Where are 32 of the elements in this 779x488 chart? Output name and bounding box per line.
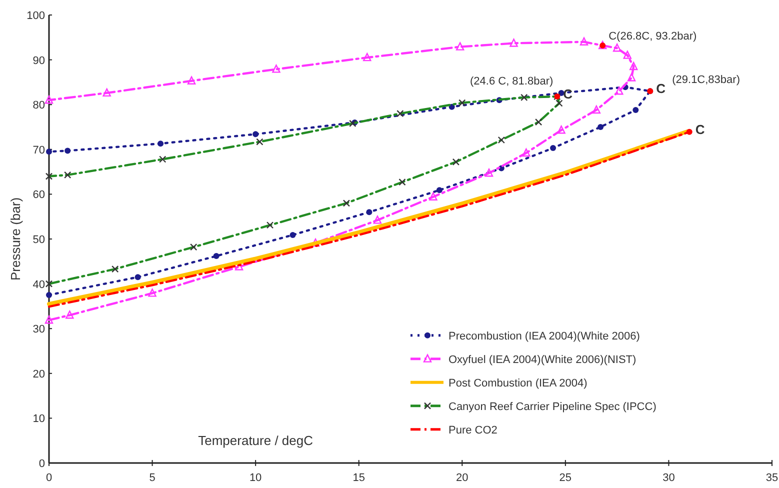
annotation: (29.1C,83bar) bbox=[672, 74, 740, 86]
legend-label: Pure CO2 bbox=[448, 424, 498, 436]
annotation: C bbox=[656, 81, 666, 96]
x-tick-label: 10 bbox=[249, 472, 262, 484]
y-tick-label: 90 bbox=[32, 54, 45, 67]
x-tick-label: 15 bbox=[352, 472, 365, 484]
legend-label: Oxyfuel (IEA 2004)(White 2006)(NIST) bbox=[448, 354, 636, 366]
x-tick-label: 5 bbox=[149, 472, 156, 484]
y-tick-label: 50 bbox=[32, 234, 45, 246]
y-tick-label: 40 bbox=[32, 278, 45, 291]
x-tick-label: 25 bbox=[559, 472, 572, 484]
x-tick-label: 35 bbox=[766, 472, 778, 484]
y-tick-label: 60 bbox=[32, 189, 45, 202]
annotation: C bbox=[563, 86, 574, 102]
legend-label: Canyon Reef Carrier Pipeline Spec (IPCC) bbox=[448, 400, 656, 413]
y-tick-label: 100 bbox=[26, 10, 45, 22]
legend-label: Precombustion (IEA 2004)(White 2006) bbox=[448, 330, 640, 342]
x-axis-title: Temperature / degC bbox=[198, 433, 314, 448]
legend-label: Post Combustion (IEA 2004) bbox=[448, 377, 588, 390]
x-tick-label: 20 bbox=[456, 472, 468, 484]
y-tick-label: 10 bbox=[32, 413, 45, 426]
y-tick-label: 30 bbox=[32, 324, 45, 336]
annotation: C(26.8C, 93.2bar) bbox=[608, 30, 697, 42]
y-tick-label: 80 bbox=[32, 100, 45, 112]
y-tick-label: 20 bbox=[32, 368, 45, 380]
y-axis-title: Pressure (bar) bbox=[8, 197, 23, 281]
annotation: C bbox=[695, 122, 706, 137]
x-tick-label: 0 bbox=[46, 472, 52, 484]
y-tick-label: 70 bbox=[32, 144, 45, 156]
annotation: (24.6 C, 81.8bar) bbox=[470, 76, 554, 88]
x-tick-label: 30 bbox=[662, 472, 675, 484]
y-tick-label: 0 bbox=[38, 458, 45, 470]
